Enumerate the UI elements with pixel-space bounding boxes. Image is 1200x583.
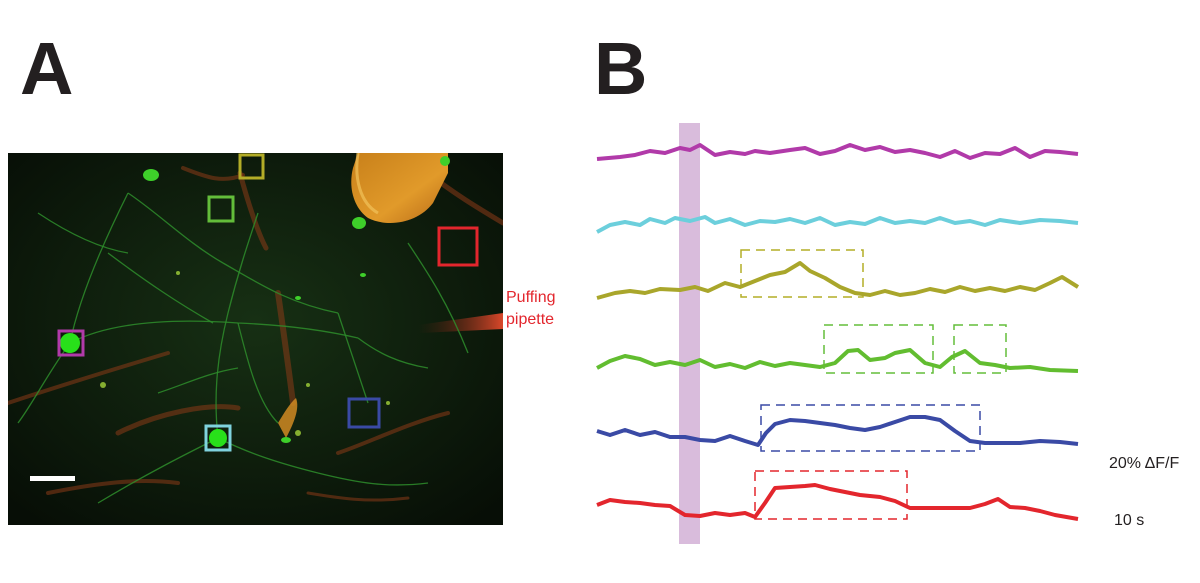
response-box-olive [740,249,864,298]
pipette-label-line1: Puffing [506,289,556,306]
panel-label-a: A [20,27,74,110]
calcium-traces-panel [596,123,1080,544]
trace-green [596,348,1079,373]
panel-label-b: B [594,27,648,110]
roi-red [437,226,479,267]
stimulus-bar [679,123,700,544]
response-box-blue [760,404,981,452]
roi-blue [347,397,381,429]
trace-olive [596,261,1080,300]
trace-magenta [596,143,1079,161]
scale-bar-x-label: 10 s [1114,512,1145,529]
roi-green [207,195,235,223]
roi-olive [238,153,265,180]
roi-magenta [57,329,85,357]
response-box-green-1 [823,324,934,374]
trace-blue [596,415,1079,447]
pipette-label-line2: pipette [506,311,555,328]
image-scale-bar [30,476,75,481]
trace-cyan [596,215,1079,234]
puffing-pipette-label: Puffing pipette [506,287,576,331]
trace-red [596,483,1079,521]
response-box-green-2 [953,324,1007,374]
response-box-red [754,470,908,520]
roi-cyan [204,424,232,452]
scale-bar-y-label: 20% ΔF/F [1109,455,1180,472]
fluorescence-micrograph [8,153,503,525]
